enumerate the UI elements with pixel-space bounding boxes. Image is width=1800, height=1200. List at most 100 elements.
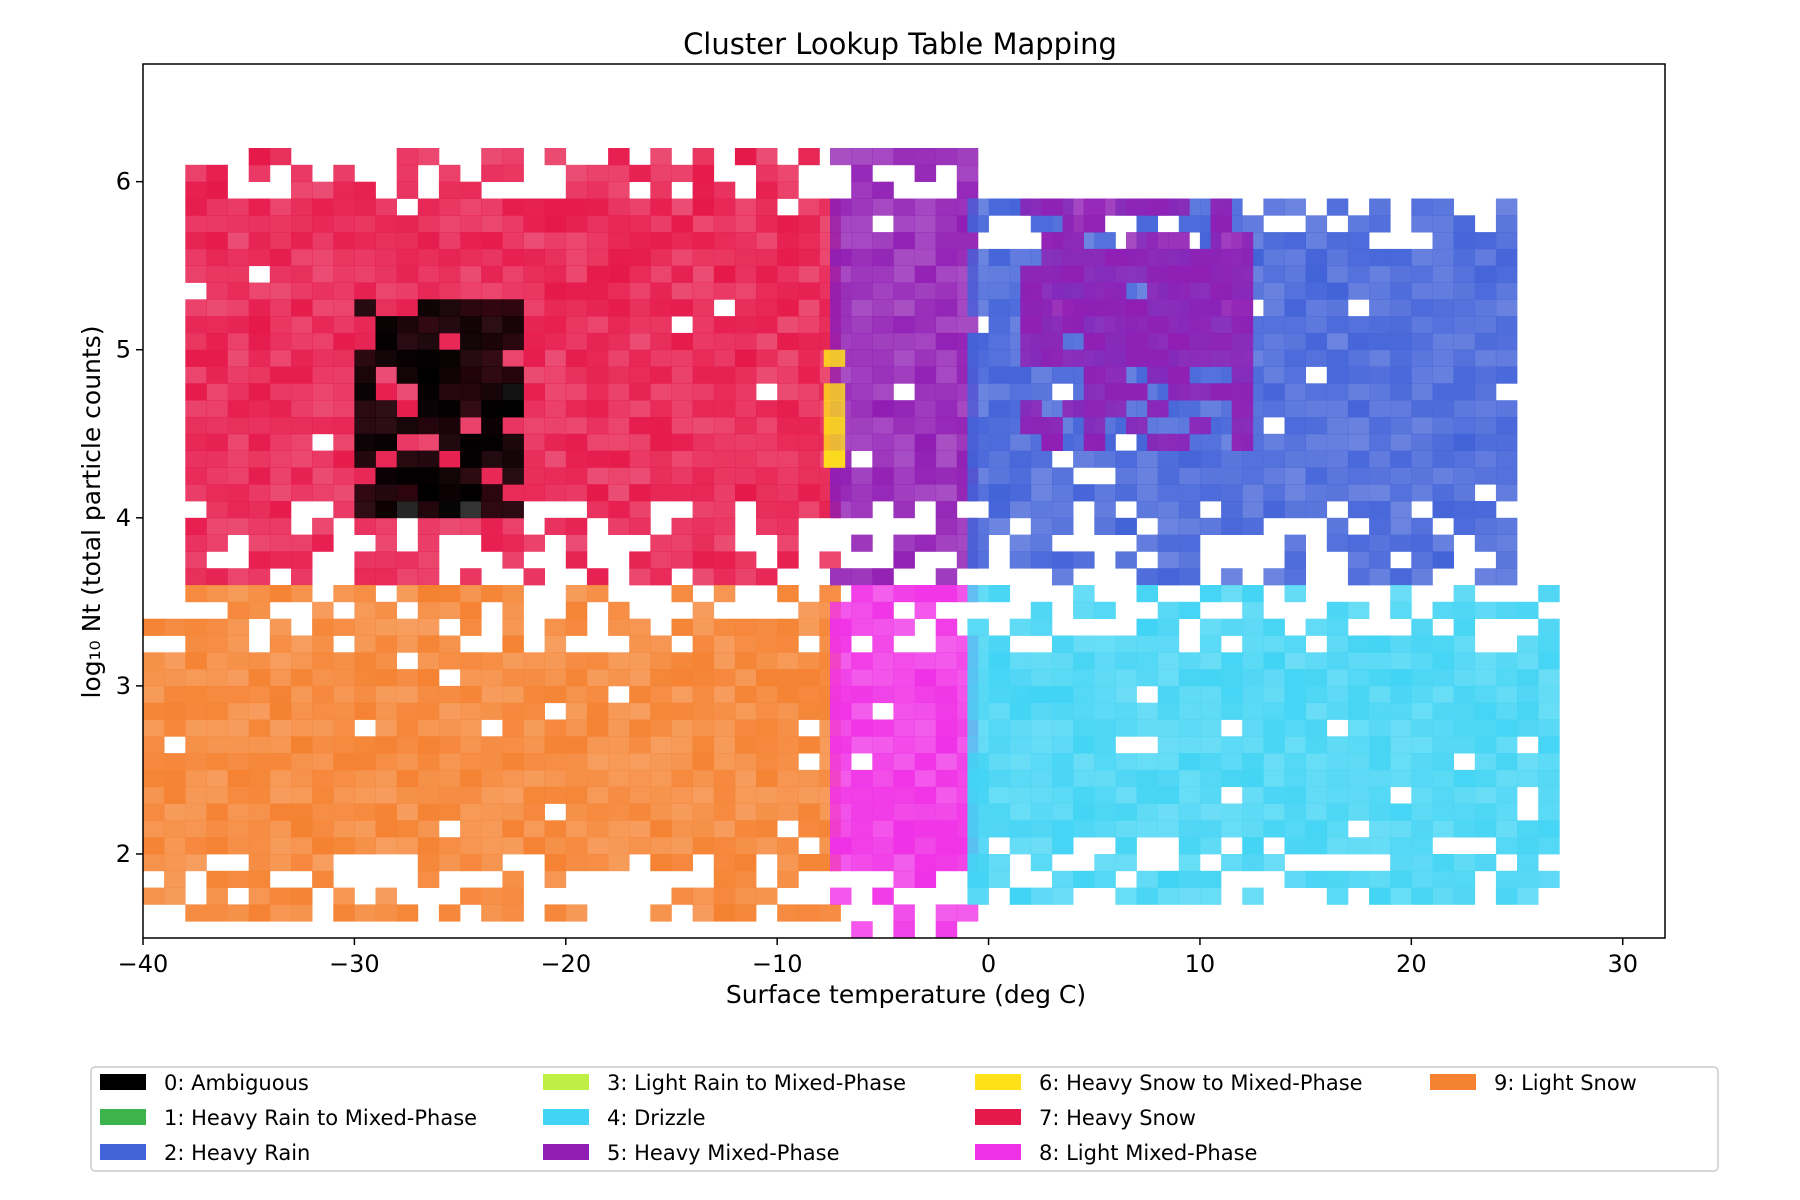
heatmap-cell — [967, 534, 989, 552]
legend-swatch — [100, 1074, 146, 1090]
heatmap-cell — [312, 299, 334, 317]
heatmap-cell — [692, 568, 715, 586]
heatmap-cell — [1189, 248, 1211, 267]
heatmap-cell — [1199, 635, 1222, 653]
heatmap-cell — [1263, 652, 1285, 670]
heatmap-cell — [1083, 282, 1106, 300]
legend-frame — [90, 1066, 1719, 1172]
heatmap-cell — [354, 601, 376, 619]
heatmap-cell — [756, 299, 778, 317]
heatmap-cell — [375, 400, 397, 418]
heatmap-cell — [1009, 450, 1032, 468]
heatmap-cell — [851, 719, 873, 737]
heatmap-cell — [1242, 753, 1264, 771]
heatmap-cell — [830, 702, 852, 720]
heatmap-cell — [565, 417, 588, 435]
heatmap-cell — [438, 753, 461, 771]
heatmap-cell — [1199, 484, 1222, 502]
heatmap-cell — [333, 164, 355, 182]
heatmap-cell — [777, 349, 799, 367]
heatmap-cell — [1221, 702, 1243, 720]
heatmap-cell — [1538, 803, 1560, 821]
heatmap-cell — [206, 585, 228, 603]
heatmap-cell — [1432, 433, 1454, 451]
heatmap-cell — [460, 685, 482, 704]
heatmap-cell — [1263, 702, 1285, 720]
heatmap-cell — [713, 248, 736, 267]
heatmap-cell — [312, 618, 334, 636]
heatmap-cell — [375, 299, 397, 317]
heatmap-cell — [523, 332, 545, 351]
heatmap-cell — [291, 366, 313, 384]
heatmap-cell — [185, 534, 207, 552]
heatmap-cell — [1157, 820, 1180, 838]
heatmap-cell — [650, 803, 672, 821]
heatmap-cell — [248, 568, 271, 586]
heatmap-cell — [354, 215, 376, 233]
heatmap-cell — [935, 736, 958, 754]
heatmap-cell — [798, 366, 820, 384]
heatmap-cell — [164, 803, 186, 821]
heatmap-cell — [1284, 635, 1306, 653]
heatmap-cell — [1284, 769, 1306, 788]
heatmap-cell — [417, 383, 440, 401]
heatmap-cell — [481, 400, 503, 418]
heatmap-cell — [438, 181, 461, 199]
heatmap-cell — [1390, 417, 1412, 435]
heatmap-cell — [1263, 433, 1285, 451]
heatmap-cell — [1126, 299, 1148, 317]
heatmap-cell — [438, 282, 461, 300]
heatmap-cell — [1453, 433, 1476, 451]
heatmap-cell — [354, 652, 376, 670]
heatmap-cell — [1030, 702, 1053, 720]
heatmap-cell — [1041, 232, 1063, 250]
heatmap-cell — [269, 854, 292, 872]
heatmap-cell — [248, 870, 271, 888]
heatmap-cell — [893, 551, 915, 569]
heatmap-cell — [185, 618, 207, 636]
heatmap-cell — [481, 786, 503, 804]
heatmap-cell — [565, 164, 588, 182]
heatmap-cell — [375, 837, 397, 855]
heatmap-cell — [1284, 248, 1306, 267]
heatmap-cell — [375, 618, 397, 636]
heatmap-cell — [851, 568, 873, 586]
heatmap-cell — [291, 534, 313, 552]
heatmap-cell — [1041, 332, 1063, 351]
heatmap-cell — [544, 517, 567, 535]
heatmap-cell — [481, 467, 503, 485]
heatmap-cell — [1305, 753, 1328, 771]
heatmap-cell — [1157, 601, 1180, 619]
heatmap-cell — [851, 232, 873, 250]
heatmap-cell — [312, 265, 334, 283]
heatmap-cell — [523, 417, 545, 435]
heatmap-cell — [1242, 887, 1264, 905]
heatmap-cell — [438, 685, 461, 704]
heatmap-cell — [1210, 282, 1232, 300]
heatmap-cell — [1083, 248, 1106, 267]
heatmap-cell — [143, 652, 165, 670]
heatmap-cell — [1242, 769, 1264, 788]
heatmap-cell — [1347, 719, 1370, 737]
heatmap-cell — [1178, 887, 1201, 905]
heatmap-cell — [1073, 551, 1095, 569]
heatmap-cell — [248, 148, 271, 166]
heatmap-cell — [1474, 282, 1497, 300]
heatmap-cell — [1411, 769, 1433, 788]
heatmap-cell — [1199, 702, 1222, 720]
heatmap-cell — [312, 702, 334, 720]
heatmap-cell — [269, 349, 292, 367]
heatmap-cell — [830, 198, 852, 216]
heatmap-cell — [1369, 517, 1391, 535]
heatmap-cell — [502, 215, 524, 233]
heatmap-cell — [396, 904, 419, 922]
heatmap-cell — [734, 820, 757, 838]
heatmap-cell — [143, 618, 165, 636]
heatmap-cell — [1104, 248, 1127, 267]
heatmap-cell — [1284, 198, 1306, 216]
heatmap-cell — [248, 450, 271, 468]
heatmap-cell — [734, 685, 757, 704]
heatmap-cell — [1347, 316, 1370, 334]
heatmap-cell — [713, 820, 736, 838]
heatmap-cell — [1115, 753, 1137, 771]
